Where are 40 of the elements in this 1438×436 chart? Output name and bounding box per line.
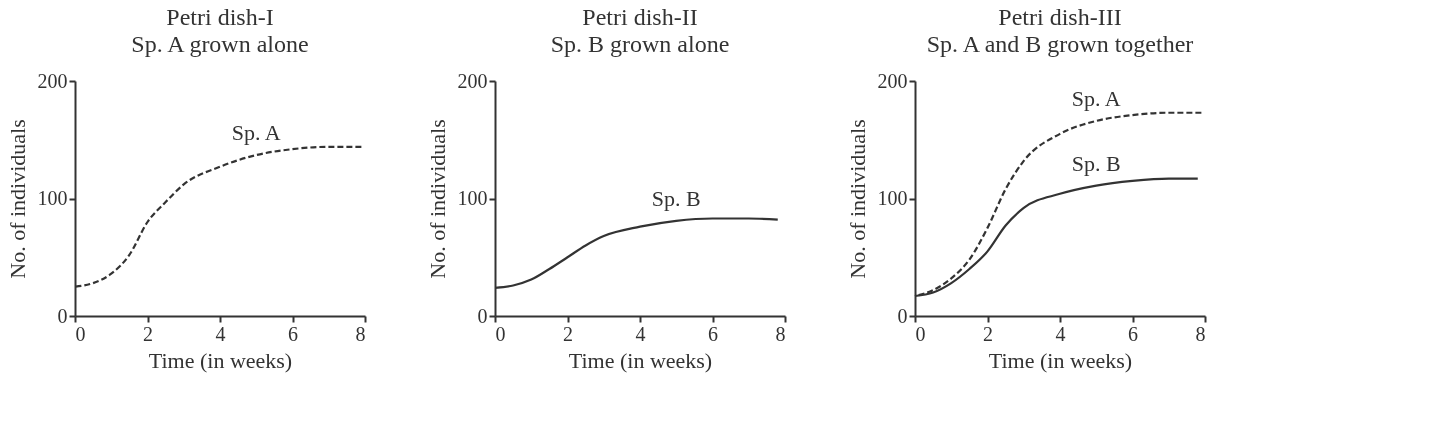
- x-tick-label: 2: [563, 322, 573, 345]
- y-axis-title: No. of individuals: [424, 119, 450, 279]
- x-tick-label: 0: [915, 322, 926, 345]
- x-axis-title: Time (in weeks): [568, 347, 713, 373]
- chart-subtitle: Sp. A and B grown together: [926, 31, 1194, 57]
- series-label: Sp. A: [231, 120, 281, 146]
- x-tick-label: 2: [983, 322, 993, 345]
- y-axis-title: No. of individuals: [844, 119, 870, 279]
- y-tick-label: 0: [477, 304, 488, 327]
- y-tick-label: 200: [37, 69, 68, 92]
- chart-subtitle: Sp. A grown alone: [131, 31, 309, 57]
- series-label: Sp. B: [1071, 150, 1121, 176]
- x-tick-label: 6: [1128, 322, 1138, 345]
- chart-title: Petri dish-II: [582, 4, 698, 30]
- y-tick-label: 100: [457, 187, 488, 209]
- y-tick-label: 100: [37, 187, 68, 209]
- x-tick-label: 4: [215, 322, 226, 345]
- chart-title: Petri dish-I: [166, 4, 274, 30]
- chart-title: Petri dish-III: [998, 4, 1122, 30]
- x-tick-label: 6: [288, 322, 298, 345]
- x-tick-label: 4: [635, 322, 646, 345]
- x-tick-label: 4: [1055, 322, 1066, 345]
- y-tick-label: 0: [897, 304, 908, 327]
- x-tick-label: 8: [775, 322, 786, 345]
- series-label: Sp. A: [1071, 85, 1121, 111]
- x-tick-label: 0: [75, 322, 86, 345]
- x-tick-label: 0: [495, 322, 506, 345]
- x-tick-label: 8: [1195, 322, 1206, 345]
- x-axis-title: Time (in weeks): [988, 347, 1133, 373]
- x-axis-title: Time (in weeks): [148, 347, 293, 373]
- chart-subtitle: Sp. B grown alone: [550, 31, 730, 57]
- y-tick-label: 200: [877, 69, 908, 92]
- y-tick-label: 100: [877, 187, 908, 209]
- series-label: Sp. B: [651, 185, 701, 211]
- x-tick-label: 2: [143, 322, 153, 345]
- y-axis-title: No. of individuals: [4, 119, 30, 279]
- x-tick-label: 8: [355, 322, 366, 345]
- x-tick-label: 6: [708, 322, 718, 345]
- y-tick-label: 200: [457, 69, 488, 92]
- y-tick-label: 0: [57, 304, 68, 327]
